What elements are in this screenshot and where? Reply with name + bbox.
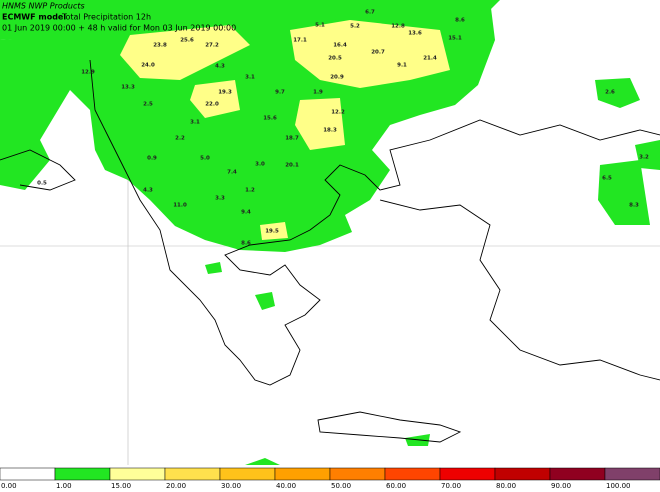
colorbar-swatch [604, 467, 660, 481]
header-valid: 01 Jun 2019 00:00 + 48 h valid for Mon 0… [2, 24, 236, 33]
precip-value: 27.2 [205, 43, 219, 49]
precip-value: 12.8 [391, 24, 405, 30]
precip-value: 5.1 [315, 23, 325, 29]
precip-value: 3.1 [245, 75, 255, 81]
colorbar-swatch [549, 467, 606, 481]
colorbar-label: 30.00 [221, 482, 241, 490]
colorbar-label: 80.00 [496, 482, 516, 490]
precip-value: 6.7 [365, 10, 375, 16]
precip-value: 13.6 [408, 31, 422, 37]
precip-value: 2.2 [175, 136, 185, 142]
colorbar-swatch [164, 467, 221, 481]
coastline [0, 59, 660, 443]
precip-value: 18.3 [323, 128, 337, 134]
precip-value: 4.3 [143, 188, 153, 194]
precip-value: 24.0 [141, 63, 155, 69]
precip-value: 15.6 [263, 116, 277, 122]
precip-value: 12.2 [331, 110, 345, 116]
colorbar-swatch [274, 467, 331, 481]
precip-value: 23.8 [153, 43, 167, 49]
precip-value: 12.9 [81, 70, 95, 76]
precip-value: 20.5 [328, 56, 342, 62]
colorbar-swatch [384, 467, 441, 481]
colorbar-label: 100.00 [606, 482, 631, 490]
precip-value: 19.3 [218, 90, 232, 96]
colorbar-label: 1.00 [56, 482, 72, 490]
colorbar-swatch [54, 467, 111, 481]
precip-area-heavy [120, 20, 450, 240]
precip-value: 8.3 [629, 203, 639, 209]
colorbar-swatch [109, 467, 166, 481]
precip-value: 8.6 [241, 241, 251, 247]
colorbar-label: 90.00 [551, 482, 571, 490]
colorbar-swatch [0, 467, 56, 481]
precip-value: 0.9 [147, 156, 157, 162]
precip-value: 1.2 [245, 188, 255, 194]
colorbar-label: 40.00 [276, 482, 296, 490]
precip-value: 6.5 [602, 176, 612, 182]
colorbar-label: 70.00 [441, 482, 461, 490]
colorbar-swatch [219, 467, 276, 481]
precip-value: 0.5 [37, 181, 47, 187]
precip-value: 9.4 [241, 210, 251, 216]
precip-value: 4.3 [215, 64, 225, 70]
colorbar-label: 0.00 [1, 482, 17, 490]
precip-value: 21.4 [423, 56, 437, 62]
precip-value: 9.7 [275, 90, 285, 96]
precip-value: 5.0 [200, 156, 210, 162]
precip-value: 3.0 [255, 162, 265, 168]
precip-value: 9.1 [397, 63, 407, 69]
precip-value: 3.3 [215, 196, 225, 202]
precip-value: 22.0 [205, 102, 219, 108]
precip-value: 7.4 [227, 170, 237, 176]
precip-value: 13.3 [121, 85, 135, 91]
precip-value: 20.1 [285, 163, 299, 169]
colorbar-label: 50.00 [331, 482, 351, 490]
precip-value: 3.1 [190, 120, 200, 126]
precip-value: 5.2 [350, 24, 360, 30]
header-model: ECMWF model [2, 13, 66, 22]
precip-value: 17.1 [293, 38, 307, 44]
colorbar-swatch [329, 467, 386, 481]
precip-value: 16.4 [333, 43, 347, 49]
precip-value: 11.0 [173, 203, 187, 209]
precip-value: 20.7 [371, 50, 385, 56]
header-field: Total Precipitation 12h [61, 13, 151, 22]
colorbar-swatch [439, 467, 496, 481]
header-product: HNMS NWP Products [2, 2, 85, 11]
precip-value: 19.5 [265, 229, 279, 235]
colorbar-label: 20.00 [166, 482, 186, 490]
colorbar-swatch [494, 467, 551, 481]
precip-value: 15.1 [448, 36, 462, 42]
precip-value: 25.6 [180, 38, 194, 44]
precip-value: 2.6 [605, 90, 615, 96]
colorbar-label: 60.00 [386, 482, 406, 490]
precip-value: 20.9 [330, 75, 344, 81]
precip-value: 1.9 [313, 90, 323, 96]
precip-value: 3.2 [639, 155, 649, 161]
colorbar-label: 15.00 [111, 482, 131, 490]
precip-value: 18.7 [285, 136, 299, 142]
precip-value: 2.5 [143, 102, 153, 108]
precip-value: 8.6 [455, 18, 465, 24]
